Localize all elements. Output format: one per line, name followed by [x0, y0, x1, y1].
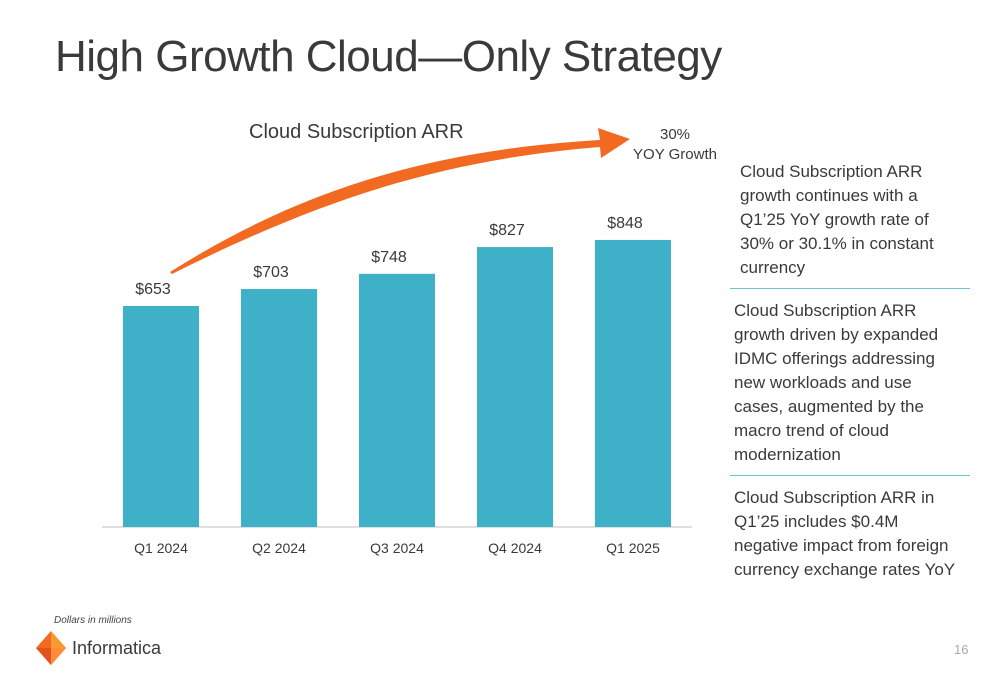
data-label: $848	[607, 215, 643, 232]
growth-callout: 30% YOY Growth	[632, 125, 718, 165]
growth-arrow	[170, 128, 630, 274]
data-label: $827	[489, 222, 525, 239]
data-label: $748	[371, 249, 407, 266]
note-growth-rate: Cloud Subscription ARR growth continues …	[740, 162, 934, 277]
data-label: $653	[135, 281, 171, 298]
x-tick-label: Q3 2024	[370, 540, 424, 556]
x-tick-label: Q4 2024	[488, 540, 542, 556]
notes-panel: Cloud Subscription ARR growth continues …	[730, 158, 970, 590]
bar-q1-2025	[595, 239, 671, 527]
x-tick-label: Q2 2024	[252, 540, 306, 556]
informatica-diamond-icon	[36, 631, 66, 665]
note-fx-impact: Cloud Subscription ARR in Q1’25 includes…	[730, 475, 970, 590]
page-number: 16	[954, 642, 969, 657]
x-tick-label: Q1 2025	[606, 540, 660, 556]
bar-q3-2024	[359, 273, 435, 527]
note-growth-drivers: Cloud Subscription ARR growth driven by …	[730, 288, 970, 475]
chart-title: Cloud Subscription ARR	[249, 121, 464, 143]
slide-title: High Growth Cloud—Only Strategy	[55, 32, 722, 81]
logo-text: Informatica	[72, 637, 162, 658]
bar-q2-2024	[241, 289, 317, 527]
bar-q4-2024	[477, 247, 553, 528]
data-label: $703	[253, 264, 289, 281]
units-footnote: Dollars in millions	[54, 615, 132, 626]
growth-percent: 30%	[659, 126, 691, 143]
informatica-logo: Informatica	[36, 628, 161, 668]
growth-label: YOY Growth	[633, 146, 717, 163]
x-tick-label: Q1 2024	[134, 540, 188, 556]
bar-q1-2024	[123, 305, 199, 527]
